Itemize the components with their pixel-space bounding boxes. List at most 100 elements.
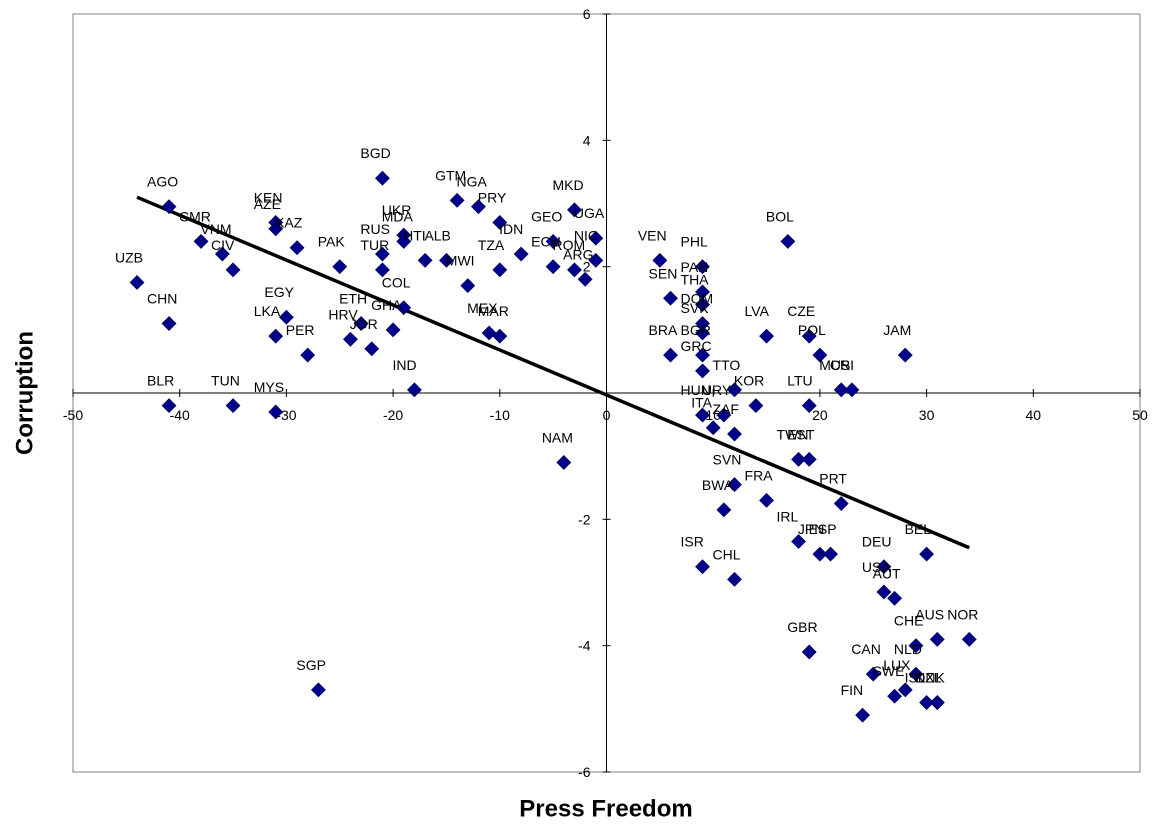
data-point	[364, 341, 380, 357]
x-tick-label: 40	[1026, 407, 1042, 423]
point-label: GHA	[371, 297, 402, 313]
trendline-layer	[136, 195, 970, 550]
point-label: PAK	[318, 234, 346, 250]
point-label: MDA	[382, 208, 414, 224]
data-point	[353, 316, 369, 331]
data-point	[833, 496, 849, 511]
data-point	[780, 233, 796, 249]
data-point	[588, 252, 604, 268]
point-label: JOR	[350, 316, 378, 332]
data-point	[897, 682, 913, 698]
data-point	[695, 407, 710, 423]
data-point	[695, 325, 710, 341]
point-label: HUN	[681, 382, 711, 398]
point-label: SVN	[713, 452, 742, 468]
point-label: IRL	[777, 508, 799, 524]
point-label: MUS	[819, 357, 850, 373]
data-point	[727, 571, 742, 587]
point-label: DOM	[681, 291, 714, 307]
point-label: BRA	[649, 322, 678, 338]
data-point	[407, 382, 422, 398]
data-point	[695, 559, 710, 575]
data-point	[268, 328, 284, 344]
point-label: FIN	[841, 682, 864, 698]
data-point	[449, 192, 465, 208]
point-label: KOR	[734, 373, 764, 389]
data-point	[396, 300, 412, 316]
data-point	[663, 347, 678, 363]
data-point	[801, 451, 817, 467]
data-point	[161, 398, 177, 414]
point-label: ZAF	[713, 401, 739, 417]
y-axis-title: Corruption	[11, 331, 38, 455]
x-tick-label: 50	[1132, 407, 1148, 423]
data-point	[876, 584, 892, 600]
data-point	[492, 262, 508, 278]
point-label: TTO	[713, 357, 741, 373]
data-point	[492, 215, 508, 230]
data-point	[492, 328, 508, 344]
point-label: DEU	[862, 534, 892, 550]
x-tick-label: 20	[812, 407, 828, 423]
data-point	[716, 502, 732, 518]
point-label: TUN	[211, 373, 240, 389]
data-point	[727, 426, 742, 442]
data-point	[897, 347, 913, 363]
data-point	[929, 631, 945, 647]
point-label: PAN	[681, 259, 709, 275]
point-label: AGO	[147, 174, 178, 190]
point-label: LKA	[254, 303, 281, 319]
data-point	[460, 278, 476, 294]
point-label: URY	[702, 382, 732, 398]
point-label: BWA	[702, 477, 734, 493]
point-label: CHE	[894, 613, 924, 629]
point-label: USA	[862, 559, 891, 575]
data-point	[919, 546, 935, 562]
data-point	[567, 202, 582, 218]
point-label: GRC	[681, 338, 712, 354]
point-label: CZE	[787, 303, 815, 319]
point-label: VEN	[638, 227, 667, 243]
trendline	[136, 195, 970, 550]
point-label: AZE	[254, 196, 281, 212]
point-label: UGA	[574, 205, 605, 221]
point-label: CAN	[851, 641, 881, 657]
x-tick-label: -40	[170, 407, 190, 423]
point-label: LTU	[787, 373, 812, 389]
data-point	[471, 199, 486, 215]
point-label: CIV	[211, 237, 235, 253]
point-label: SWE	[873, 663, 905, 679]
data-point	[278, 309, 294, 325]
point-label: GBR	[787, 619, 817, 635]
data-point	[545, 233, 561, 249]
point-label: ALB	[424, 227, 450, 243]
data-point	[193, 233, 209, 249]
data-point	[375, 170, 390, 186]
x-tick-label: 0	[603, 407, 611, 423]
point-label: ARG	[563, 246, 593, 262]
point-label: ISL	[905, 670, 926, 686]
data-point	[812, 546, 828, 562]
data-point	[695, 347, 710, 363]
y-tick-label: 6	[583, 6, 591, 22]
point-label: TZA	[478, 237, 505, 253]
point-label: ETH	[339, 291, 367, 307]
data-point	[225, 398, 241, 414]
data-point	[695, 363, 710, 379]
point-label: ITA	[691, 395, 712, 411]
point-label: KAZ	[275, 215, 303, 231]
point-label: TUR	[360, 237, 389, 253]
data-point	[129, 275, 145, 290]
data-point	[342, 331, 358, 347]
point-label: JPN	[798, 521, 824, 537]
data-point	[759, 328, 774, 344]
data-point	[375, 246, 390, 262]
point-label: ECU	[531, 234, 561, 250]
point-label: SVK	[681, 300, 710, 316]
point-label: MKD	[552, 177, 583, 193]
point-label: PER	[286, 322, 315, 338]
data-point	[908, 638, 924, 654]
data-point	[791, 534, 806, 549]
point-label: NIC	[574, 227, 598, 243]
